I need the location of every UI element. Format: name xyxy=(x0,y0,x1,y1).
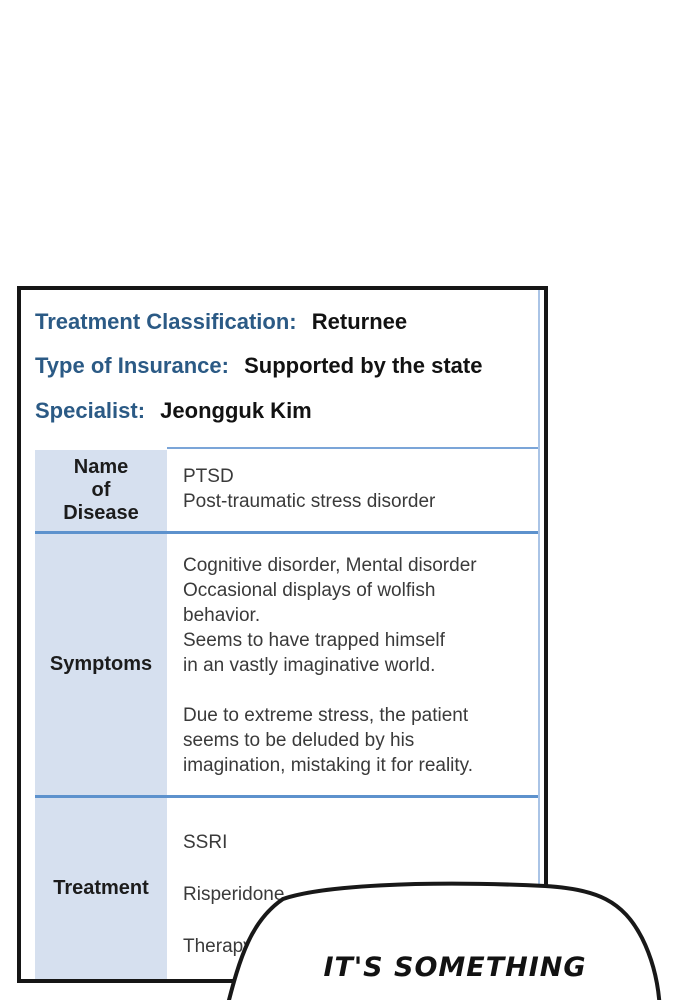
medical-record-document: Treatment Classification: Returnee Type … xyxy=(17,286,548,983)
symptom-line: imagination, mistaking it for reality. xyxy=(183,755,474,776)
type-of-insurance-label: Type of Insurance: xyxy=(35,353,229,378)
header-line: Disease xyxy=(63,502,139,524)
disease-abbreviation: PTSD xyxy=(183,466,234,487)
row-header-treatment: Treatment xyxy=(35,798,167,979)
treatment-item: Risperidone xyxy=(183,884,285,905)
header-line: Treatment xyxy=(53,877,149,899)
speech-bubble-text: IT'S SOMETHING xyxy=(323,952,587,983)
info-line-specialist: Specialist: Jeongguk Kim xyxy=(35,397,312,427)
row-value-symptoms: Cognitive disorder, Mental disorder Occa… xyxy=(167,534,538,795)
row-value-name-of-disease: PTSD Post-traumatic stress disorder xyxy=(167,450,538,531)
symptom-line: behavior. xyxy=(183,605,261,626)
symptom-line: Occasional displays of wolfish xyxy=(183,580,436,601)
table-row-treatment: Treatment SSRI Risperidone Therapy xyxy=(35,798,538,979)
header-line: of xyxy=(91,479,111,501)
treatment-item: SSRI xyxy=(183,832,228,853)
type-of-insurance-value: Supported by the state xyxy=(244,353,483,378)
treatment-item: Therapy xyxy=(183,936,253,957)
table-row-symptoms: Symptoms Cognitive disorder, Mental diso… xyxy=(35,534,538,795)
info-line-treatment-classification: Treatment Classification: Returnee xyxy=(35,308,407,338)
symptom-line: Due to extreme stress, the patient xyxy=(183,705,469,726)
symptom-line: Seems to have trapped himself xyxy=(183,630,445,651)
row-value-treatment: SSRI Risperidone Therapy xyxy=(167,798,538,979)
table-row-name-of-disease: Name of Disease PTSD Post-traumatic stre… xyxy=(35,450,538,531)
header-line: Name xyxy=(73,456,129,478)
disease-full-name: Post-traumatic stress disorder xyxy=(183,491,436,512)
row-header-symptoms: Symptoms xyxy=(35,534,167,795)
treatment-classification-label: Treatment Classification: xyxy=(35,309,297,334)
document-right-rule xyxy=(538,290,540,979)
row-header-name-of-disease: Name of Disease xyxy=(35,450,167,531)
table-top-border xyxy=(167,447,538,449)
header-line: Symptoms xyxy=(49,653,153,675)
treatment-classification-value: Returnee xyxy=(311,309,408,334)
speech-bubble-outline xyxy=(226,881,662,1000)
table-separator-1 xyxy=(35,531,538,534)
specialist-value: Jeongguk Kim xyxy=(160,398,312,423)
symptom-line: Cognitive disorder, Mental disorder xyxy=(183,555,477,576)
symptom-line: in an vastly imaginative world. xyxy=(183,655,436,676)
info-line-type-of-insurance: Type of Insurance: Supported by the stat… xyxy=(35,352,482,382)
specialist-label: Specialist: xyxy=(35,398,146,423)
record-table: Name of Disease PTSD Post-traumatic stre… xyxy=(35,447,538,979)
symptom-line: seems to be deluded by his xyxy=(183,730,415,751)
table-separator-2 xyxy=(35,795,538,798)
